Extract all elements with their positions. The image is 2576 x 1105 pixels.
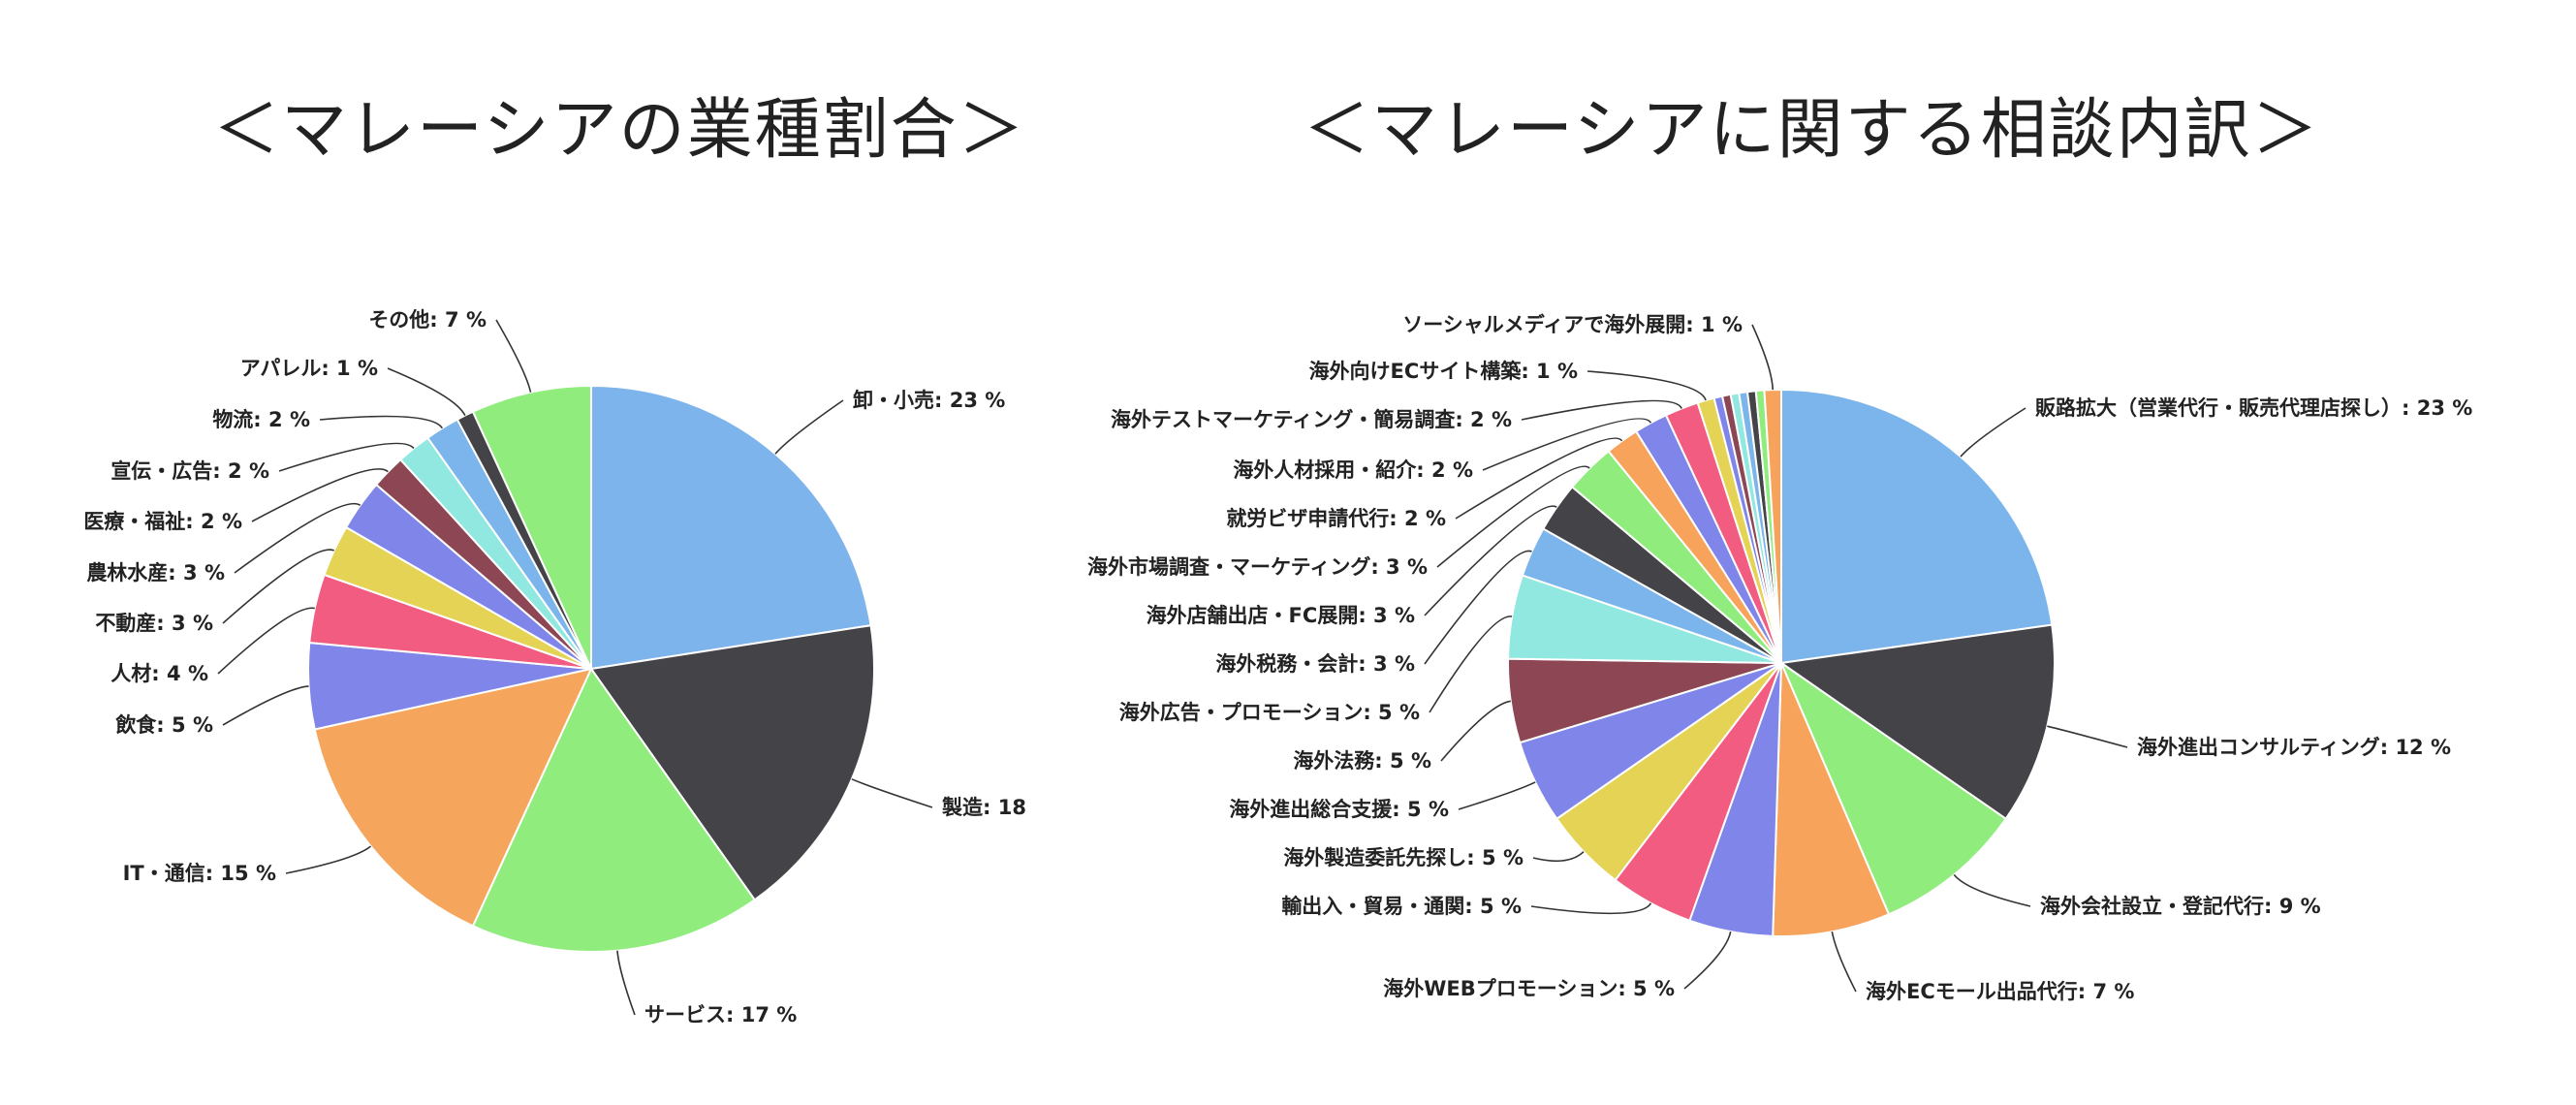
- left-connector-2: [616, 950, 636, 1016]
- left-label-4: 飲食: 5 %: [114, 713, 213, 737]
- left-label-7: 農林水産: 3 %: [86, 561, 225, 584]
- right-label-23: ソーシャルメディアで海外展開: 1 %: [1402, 313, 1743, 336]
- right-connector-14: [1482, 418, 1652, 471]
- right-connector-9: [1429, 616, 1513, 713]
- left-pie-chart: 卸・小売: 23 % 製造: 18 サービス: 17 % IT・通信: 15 % 飲食:…: [83, 308, 1026, 1026]
- right-label-7: 海外進出総合支援: 5 %: [1229, 798, 1449, 821]
- left-chart-title: ＜マレーシアの業種割合＞: [213, 92, 1026, 169]
- left-connector-10: [319, 415, 443, 429]
- left-connector-8: [251, 468, 389, 522]
- right-connector-23: [1751, 324, 1775, 391]
- right-label-13: 就労ビザ申請代行: 2 %: [1226, 507, 1446, 530]
- right-connector-10: [1424, 550, 1532, 665]
- right-label-1: 海外進出コンサルティング: 12 %: [2137, 736, 2451, 759]
- left-slice-0: [590, 384, 872, 671]
- right-label-0: 販路拡大（営業代行・販売代理店探し）: 23 %: [2035, 396, 2472, 420]
- right-label-10: 海外税務・会計: 3 %: [1215, 652, 1415, 676]
- right-connector-4: [1683, 931, 1732, 990]
- left-label-6: 不動産: 3 %: [95, 612, 213, 635]
- left-slice-12: [471, 384, 592, 670]
- right-label-11: 海外店舗出店・FC展開: 3 %: [1147, 604, 1415, 627]
- left-slice-3: [313, 667, 593, 928]
- left-label-3: IT・通信: 15 %: [123, 862, 276, 885]
- right-chart-title: ＜マレーシアに関する相談内訳＞: [1304, 92, 2320, 169]
- left-connector-11: [387, 367, 466, 417]
- right-connector-8: [1440, 700, 1511, 762]
- left-connector-7: [234, 502, 361, 574]
- right-connector-6: [1532, 851, 1585, 863]
- right-connector-16: [1586, 370, 1707, 401]
- left-connector-3: [285, 845, 372, 874]
- right-connector-7: [1458, 781, 1536, 810]
- left-label-12: その他: 7 %: [368, 308, 487, 332]
- right-connector-13: [1455, 437, 1623, 520]
- right-label-9: 海外広告・プロモーション: 5 %: [1119, 701, 1420, 724]
- right-connector-5: [1530, 902, 1652, 915]
- left-label-10: 物流: 2 %: [212, 408, 310, 431]
- right-connector-0: [1960, 407, 2026, 458]
- right-slice-3: [1772, 662, 1891, 937]
- right-slice-23: [1763, 388, 1782, 664]
- right-label-5: 輸出入・貿易・通関: 5 %: [1281, 895, 1522, 918]
- right-label-2: 海外会社設立・登記代行: 9 %: [2040, 895, 2321, 918]
- right-label-8: 海外法務: 5 %: [1293, 749, 1431, 773]
- left-label-2: サービス: 17 %: [644, 1003, 797, 1026]
- right-label-15: 海外テストマーケティング・簡易調査: 2 %: [1111, 408, 1512, 431]
- left-connector-1: [851, 778, 933, 808]
- right-label-4: 海外WEBプロモーション: 5 %: [1383, 977, 1675, 1000]
- left-connector-4: [222, 685, 309, 726]
- right-label-6: 海外製造委託先探し: 5 %: [1283, 846, 1524, 869]
- left-connector-5: [217, 607, 315, 675]
- left-label-8: 医療・福祉: 2 %: [83, 510, 242, 533]
- right-label-12: 海外市場調査・マーケティング: 3 %: [1087, 555, 1428, 579]
- left-label-1: 製造: 18: [941, 796, 1026, 819]
- right-connector-3: [1831, 931, 1857, 993]
- left-connector-12: [495, 319, 532, 393]
- right-label-16: 海外向けECサイト構築: 1 %: [1309, 360, 1578, 383]
- right-connector-15: [1521, 399, 1682, 421]
- left-label-11: アパレル: 1 %: [240, 357, 378, 380]
- left-slice-1: [589, 624, 875, 901]
- right-slice-0: [1780, 388, 2054, 665]
- right-label-3: 海外ECモール出品代行: 7 %: [1866, 980, 2134, 1003]
- right-pie-chart: 販路拡大（営業代行・販売代理店探し）: 23 % 海外進出コンサルティング: 12…: [1087, 313, 2472, 1003]
- left-connector-0: [774, 399, 844, 455]
- left-label-0: 卸・小売: 23 %: [853, 389, 1005, 412]
- right-label-14: 海外人材採用・紹介: 2 %: [1233, 458, 1473, 482]
- right-connector-12: [1436, 465, 1590, 568]
- left-connector-6: [222, 549, 335, 624]
- right-connector-2: [1953, 873, 2031, 907]
- right-connector-11: [1424, 505, 1557, 616]
- left-label-5: 人材: 4 %: [110, 662, 208, 685]
- left-connector-9: [278, 442, 415, 472]
- left-label-9: 宣伝・広告: 2 %: [110, 459, 269, 483]
- right-connector-1: [2047, 725, 2128, 748]
